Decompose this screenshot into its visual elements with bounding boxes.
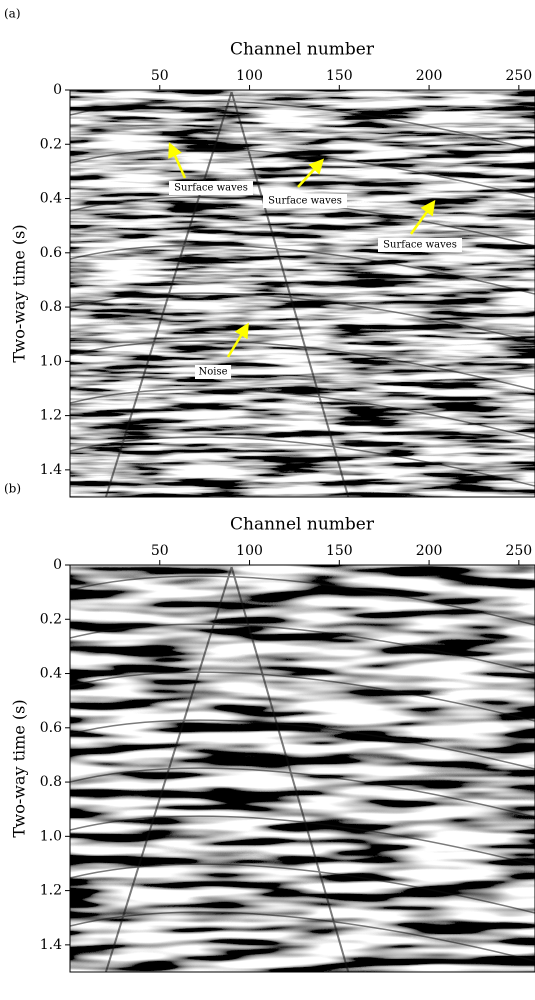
y-axis-title: Two-way time (s): [10, 699, 29, 837]
x-tick-label: 100: [236, 68, 263, 84]
event: [69, 244, 535, 295]
y-tick-label: 1.4: [40, 937, 62, 953]
event: [69, 388, 535, 439]
event: [69, 671, 535, 722]
x-tick-label: 200: [416, 543, 443, 559]
plot-frame: [69, 89, 535, 498]
x-tick-label: 200: [416, 68, 443, 84]
annotation: Surface waves: [174, 183, 248, 194]
panel-label: (a): [4, 7, 21, 21]
annotation-box: [263, 194, 347, 208]
annotation-box: [169, 181, 253, 195]
y-tick-label: 0.4: [40, 191, 62, 207]
x-tick-label: 150: [326, 68, 353, 84]
x-tick-label: 150: [326, 543, 353, 559]
y-axis-title: Two-way time (s): [10, 224, 29, 362]
x-axis-title: Channel number: [230, 515, 375, 535]
annotation-arrow: [297, 158, 325, 188]
y-tick-label: 0.2: [40, 136, 62, 152]
y-tick-label: 1.2: [40, 408, 62, 424]
y-tick-label: 0: [53, 82, 62, 98]
annotation-box: [378, 238, 462, 252]
annotation: Surface waves: [383, 240, 457, 251]
event: [69, 815, 535, 866]
annotation: Noise: [198, 367, 227, 378]
annotation-arrow: [226, 322, 249, 358]
annotation-arrow: [168, 142, 187, 179]
y-tick-label: 0: [53, 557, 62, 573]
event: [69, 911, 535, 962]
seismic-image: [70, 90, 535, 497]
seismic-events: [69, 566, 535, 973]
y-tick-label: 0.4: [40, 666, 62, 682]
y-tick-label: 0.8: [40, 774, 62, 790]
annotation: Surface waves: [268, 196, 342, 207]
x-tick-label: 50: [151, 543, 169, 559]
panel-label: (b): [4, 482, 21, 496]
event: [69, 340, 535, 391]
event: [69, 292, 535, 343]
event: [69, 863, 535, 914]
event: [230, 91, 350, 498]
event: [69, 100, 535, 151]
y-tick-label: 0.6: [40, 245, 62, 261]
y-tick-label: 1.2: [40, 883, 62, 899]
x-tick-label: 100: [236, 543, 263, 559]
event: [69, 148, 535, 199]
event: [69, 623, 535, 674]
event: [69, 719, 535, 770]
seismic-image: [70, 565, 535, 972]
event: [230, 566, 350, 973]
annotation-arrow: [409, 199, 436, 235]
x-tick-label: 250: [505, 68, 532, 84]
x-axis-title: Channel number: [230, 40, 375, 60]
y-tick-label: 1.0: [40, 828, 62, 844]
annotation-box: [195, 365, 231, 379]
event: [69, 436, 535, 487]
y-tick-label: 1.0: [40, 353, 62, 369]
y-tick-label: 1.4: [40, 462, 62, 478]
event: [69, 575, 535, 626]
y-tick-label: 0.8: [40, 299, 62, 315]
event: [69, 767, 535, 818]
x-tick-label: 50: [151, 68, 169, 84]
y-tick-label: 0.6: [40, 720, 62, 736]
y-tick-label: 0.2: [40, 611, 62, 627]
plot-frame: [69, 564, 535, 973]
x-tick-label: 250: [505, 543, 532, 559]
event: [104, 566, 233, 973]
event: [104, 91, 233, 498]
